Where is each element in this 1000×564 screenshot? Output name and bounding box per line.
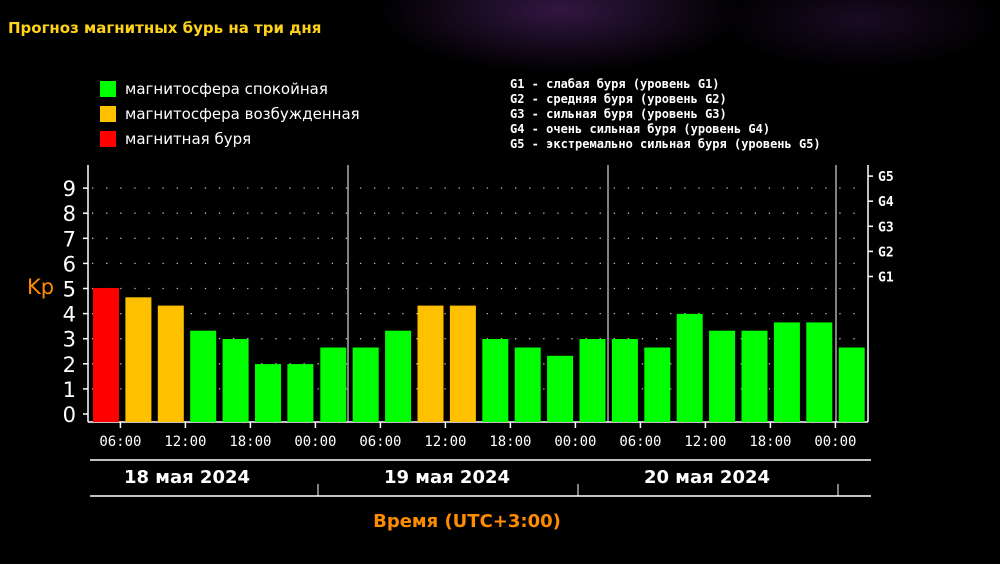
legend-label-quiet: магнитосфера спокойная xyxy=(125,79,328,98)
x-tick-label: 18:00 xyxy=(749,434,791,450)
x-tick-label: 00:00 xyxy=(814,434,856,450)
kp-bar xyxy=(838,347,865,422)
kp-bar xyxy=(709,330,736,422)
g-tick-label: G3 xyxy=(878,220,894,235)
y-axis-label: Kp xyxy=(27,275,54,299)
legend-swatch-active xyxy=(100,105,116,122)
y-tick-label: 1 xyxy=(63,378,76,402)
x-tick-label: 12:00 xyxy=(424,434,466,450)
date-label: 18 мая 2024 xyxy=(124,467,250,488)
kp-bar xyxy=(190,330,217,422)
g-tick-label: G1 xyxy=(878,271,894,286)
kp-bar xyxy=(287,364,314,422)
x-tick-label: 12:00 xyxy=(164,434,206,450)
kp-bar xyxy=(320,347,347,422)
kp-bar xyxy=(449,305,476,422)
kp-bar xyxy=(547,355,574,422)
kp-bar xyxy=(222,338,249,422)
y-tick-label: 5 xyxy=(63,278,76,302)
kp-bar xyxy=(579,338,606,422)
legend: магнитосфера спокойная магнитосфера возб… xyxy=(100,76,360,151)
y-tick-label: 7 xyxy=(63,227,76,251)
x-tick-label: 12:00 xyxy=(684,434,726,450)
y-tick-label: 6 xyxy=(63,252,76,276)
x-tick-label: 00:00 xyxy=(294,434,336,450)
legend-swatch-quiet xyxy=(100,80,116,97)
kp-bar xyxy=(806,322,833,422)
x-tick-label: 18:00 xyxy=(229,434,271,450)
kp-bar xyxy=(417,305,444,422)
g-tick-label: G2 xyxy=(878,245,894,260)
y-tick-label: 4 xyxy=(63,303,76,327)
y-tick-label: 2 xyxy=(63,353,76,377)
x-axis-label: Время (UTC+3:00) xyxy=(373,511,561,532)
x-tick-label: 06:00 xyxy=(99,434,141,450)
x-tick-label: 06:00 xyxy=(619,434,661,450)
kp-bar xyxy=(352,347,379,422)
legend-item-storm: магнитная буря xyxy=(100,126,360,151)
g-level-g2: G2 - средняя буря (уровень G2) xyxy=(510,92,727,106)
legend-swatch-storm xyxy=(100,130,116,147)
kp-bar xyxy=(773,322,800,422)
y-tick-label: 0 xyxy=(63,403,76,427)
kp-bar xyxy=(125,297,152,422)
y-tick-label: 8 xyxy=(63,202,76,226)
legend-item-active: магнитосфера возбужденная xyxy=(100,101,360,126)
g-level-g1: G1 - слабая буря (уровень G1) xyxy=(510,77,720,91)
kp-bar xyxy=(611,338,638,422)
kp-bar xyxy=(255,364,281,422)
legend-label-active: магнитосфера возбужденная xyxy=(125,104,360,123)
g-tick-label: G5 xyxy=(878,170,894,185)
g-level-g4: G4 - очень сильная буря (уровень G4) xyxy=(510,122,771,136)
x-tick-label: 06:00 xyxy=(359,434,401,450)
kp-bar xyxy=(514,347,541,422)
page-title: Прогноз магнитных бурь на три дня xyxy=(8,19,322,37)
y-tick-label: 3 xyxy=(63,328,76,352)
g-level-legend: G1 - слабая буря (уровень G1) G2 - средн… xyxy=(510,77,821,152)
kp-bar xyxy=(157,305,184,422)
g-level-g3: G3 - сильная буря (уровень G3) xyxy=(510,107,727,121)
kp-bar xyxy=(741,330,768,422)
g-tick-label: G4 xyxy=(878,195,894,210)
kp-bar xyxy=(482,338,509,422)
y-tick-label: 9 xyxy=(63,177,76,201)
date-label: 19 мая 2024 xyxy=(384,467,510,488)
legend-item-quiet: магнитосфера спокойная xyxy=(100,76,360,101)
kp-bar xyxy=(93,288,119,422)
kp-bar xyxy=(676,313,703,422)
x-tick-label: 18:00 xyxy=(489,434,531,450)
kp-bar xyxy=(644,347,671,422)
legend-label-storm: магнитная буря xyxy=(125,129,252,148)
date-label: 20 мая 2024 xyxy=(644,467,770,488)
kp-bar xyxy=(385,330,412,422)
x-tick-label: 00:00 xyxy=(554,434,596,450)
g-level-g5: G5 - экстремально сильная буря (уровень … xyxy=(510,137,821,151)
